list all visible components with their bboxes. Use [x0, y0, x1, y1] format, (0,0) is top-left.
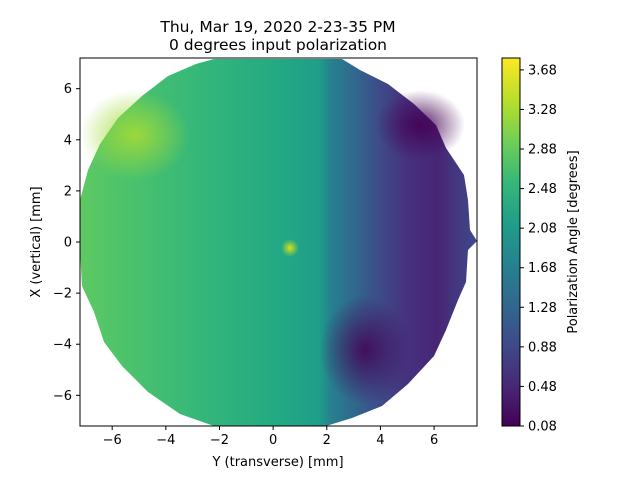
- colorbar-tick-label: 3.28: [528, 103, 557, 118]
- y-axis-ticks: −6 −4 −2 0 2 4 6: [53, 82, 80, 404]
- bright-region: [80, 90, 190, 180]
- colorbar-tick-label: 0.08: [528, 420, 557, 435]
- y-axis-label: X (vertical) [mm]: [29, 186, 44, 297]
- chart-title-line1: Thu, Mar 19, 2020 2-23-35 PM: [159, 18, 395, 36]
- colorbar-tick-label: 1.68: [528, 261, 557, 276]
- dark-region-top: [375, 90, 465, 160]
- colorbar-tick-label: 2.88: [528, 143, 557, 158]
- x-tick-label: 4: [376, 433, 384, 448]
- x-tick-label: 6: [430, 433, 438, 448]
- colorbar-tick-label: 1.28: [528, 301, 557, 316]
- y-tick-label: 0: [64, 236, 72, 251]
- x-tick-label: −6: [103, 433, 122, 448]
- y-tick-label: −4: [53, 338, 72, 353]
- y-tick-label: 4: [64, 133, 72, 148]
- x-tick-label: 0: [269, 433, 277, 448]
- chart-title-line2: 0 degrees input polarization: [169, 36, 387, 54]
- y-tick-label: −2: [53, 287, 72, 302]
- colorbar-tick-label: 0.88: [528, 340, 557, 355]
- colorbar: [501, 57, 521, 427]
- dark-region-bottom: [320, 295, 410, 405]
- colorbar-tick-label: 0.48: [528, 380, 557, 395]
- x-axis-ticks: −6 −4 −2 0 2 4 6: [103, 426, 438, 448]
- y-tick-label: 6: [64, 82, 72, 97]
- heatmap-field: [80, 59, 477, 426]
- bright-spot: [281, 239, 299, 257]
- x-tick-label: −4: [156, 433, 175, 448]
- x-tick-label: −2: [210, 433, 229, 448]
- x-tick-label: 2: [323, 433, 331, 448]
- colorbar-tick-label: 2.08: [528, 222, 557, 237]
- y-tick-label: 2: [64, 184, 72, 199]
- colorbar-label: Polarization Angle [degrees]: [566, 150, 581, 333]
- y-tick-label: −6: [53, 389, 72, 404]
- x-axis-label: Y (transverse) [mm]: [211, 455, 343, 470]
- colorbar-tick-label: 2.48: [528, 182, 557, 197]
- colorbar-tick-label: 3.68: [528, 63, 557, 78]
- colorbar-ticks: 0.08 0.48 0.88 1.28 1.68 2.08 2.48 2.88 3.28 3.68: [520, 63, 557, 435]
